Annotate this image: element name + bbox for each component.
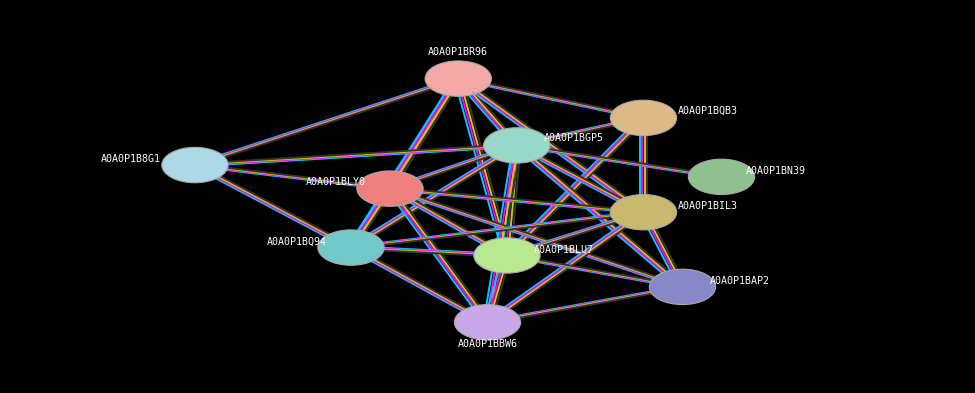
Ellipse shape <box>688 159 755 195</box>
Text: A0A0P1BLU7: A0A0P1BLU7 <box>534 245 595 255</box>
Text: A0A0P1BIL3: A0A0P1BIL3 <box>678 201 738 211</box>
Ellipse shape <box>610 100 677 136</box>
Text: A0A0P1BR96: A0A0P1BR96 <box>428 47 488 57</box>
Text: A0A0P1BN39: A0A0P1BN39 <box>746 166 806 176</box>
Ellipse shape <box>162 147 228 183</box>
Text: A0A0P1BAP2: A0A0P1BAP2 <box>710 276 770 286</box>
Ellipse shape <box>357 171 423 206</box>
Text: A0A0P1BQ94: A0A0P1BQ94 <box>266 237 327 247</box>
Ellipse shape <box>610 195 677 230</box>
Ellipse shape <box>454 305 521 340</box>
Ellipse shape <box>484 128 550 163</box>
Text: A0A0P1BQB3: A0A0P1BQB3 <box>678 106 738 116</box>
Ellipse shape <box>425 61 491 96</box>
Text: A0A0P1B8G1: A0A0P1B8G1 <box>100 154 161 164</box>
Text: A0A0P1BGP5: A0A0P1BGP5 <box>544 133 604 143</box>
Text: A0A0P1BBW6: A0A0P1BBW6 <box>457 339 518 349</box>
Ellipse shape <box>474 238 540 273</box>
Text: A0A0P1BLY0: A0A0P1BLY0 <box>305 176 366 187</box>
Ellipse shape <box>318 230 384 265</box>
Ellipse shape <box>649 269 716 305</box>
